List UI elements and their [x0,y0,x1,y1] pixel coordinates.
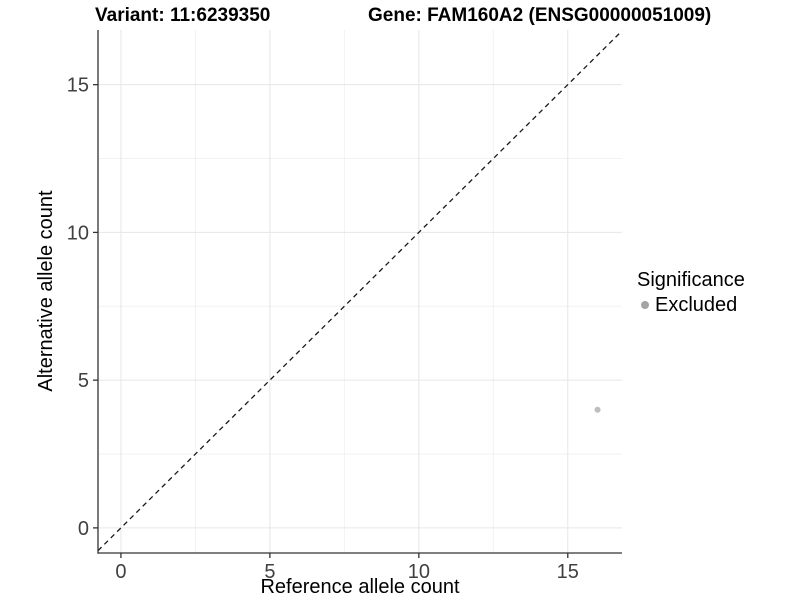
y-tick-label: 15 [67,75,89,97]
y-tick-label: 0 [78,518,89,540]
plot-title-variant: Variant: 11:6239350 [95,5,271,26]
y-axis-title: Alternative allele count [35,190,57,392]
x-axis-title: Reference allele count [260,576,460,598]
identity-dashed-line [97,30,623,552]
data-point [594,406,601,413]
y-tick-label: 5 [78,370,89,392]
legend: Significance Excluded [637,269,799,316]
legend-title: Significance [637,269,745,291]
x-tick-label: 10 [408,561,430,583]
legend-item-label: Excluded [655,294,738,316]
y-tick-label: 10 [67,222,89,244]
x-tick-label: 5 [264,561,275,583]
legend-point-icon [641,301,649,309]
x-tick-label: 0 [115,561,126,583]
plot-title-gene: Gene: FAM160A2 (ENSG00000051009) [368,5,712,26]
x-tick-label: 15 [557,561,579,583]
legend-item-excluded: Excluded [637,294,799,316]
